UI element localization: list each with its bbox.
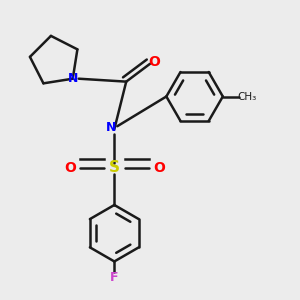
- Text: O: O: [153, 161, 165, 175]
- Text: F: F: [110, 271, 118, 284]
- Text: S: S: [109, 160, 120, 175]
- Text: CH₃: CH₃: [237, 92, 256, 101]
- Text: N: N: [68, 72, 78, 85]
- Text: N: N: [106, 121, 116, 134]
- Text: O: O: [64, 161, 76, 175]
- Text: O: O: [148, 55, 160, 69]
